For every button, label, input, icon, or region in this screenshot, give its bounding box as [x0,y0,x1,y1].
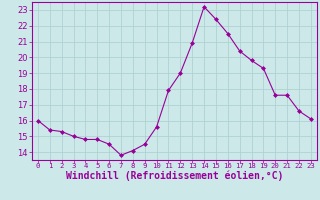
X-axis label: Windchill (Refroidissement éolien,°C): Windchill (Refroidissement éolien,°C) [66,170,283,181]
